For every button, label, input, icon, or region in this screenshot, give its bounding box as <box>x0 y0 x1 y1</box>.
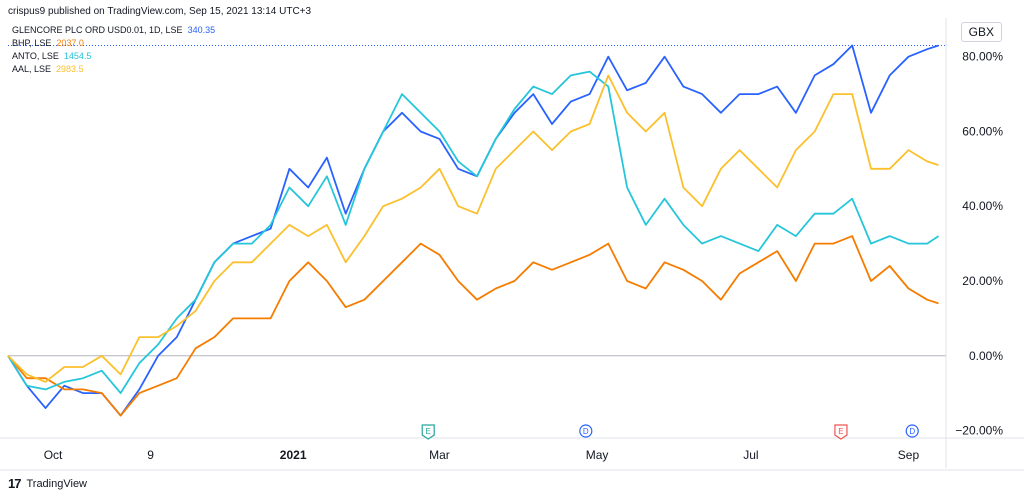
x-tick-label: Jul <box>743 448 758 462</box>
legend-name: GLENCORE PLC ORD USD0.01, 1D, LSE <box>12 25 183 35</box>
legend-row-glencore[interactable]: GLENCORE PLC ORD USD0.01, 1D, LSE 340.35 <box>12 24 215 37</box>
x-tick-label: Mar <box>429 448 450 462</box>
dividend-marker-icon[interactable]: D <box>905 424 919 438</box>
earnings-marker-icon[interactable]: E <box>421 424 435 440</box>
legend-row-bhp[interactable]: BHP, LSE 2037.0 <box>12 37 215 50</box>
legend-value: 1454.5 <box>63 51 92 61</box>
x-tick-label: 9 <box>147 448 154 462</box>
x-tick-label: May <box>586 448 609 462</box>
legend-value: 340.35 <box>187 25 216 35</box>
brand-name: TradingView <box>26 477 88 490</box>
series-line-2 <box>7 70 939 394</box>
x-tick-label: Oct <box>44 448 63 462</box>
axis-layer: 80.00% 60.00% 40.00% 20.00% 0.00% −20.00% Oct 9… <box>0 18 1024 471</box>
y-tick-label: 40.00% <box>962 199 1003 213</box>
x-tick-label: Sep <box>898 448 920 462</box>
series-line-3 <box>7 74 939 383</box>
y-tick-label: −20.00% <box>955 424 1003 438</box>
series-layer <box>7 44 946 417</box>
series-line-1 <box>7 235 939 417</box>
legend-value: 2037.0 <box>56 38 84 48</box>
x-tick-label: 2021 <box>280 448 307 462</box>
event-marker-label: D <box>909 427 915 436</box>
y-tick-label: 20.00% <box>962 274 1003 288</box>
event-marker-label: E <box>838 427 843 436</box>
legend-row-anto[interactable]: ANTO, LSE 1454.5 <box>12 50 215 63</box>
y-tick-label: 60.00% <box>962 124 1003 138</box>
legend-row-aal[interactable]: AAL, LSE 2983.5 <box>12 63 215 76</box>
legend-name: AAL, LSE <box>12 64 52 74</box>
y-tick-label: 80.00% <box>962 50 1003 64</box>
publish-header: crispus9 published on TradingView.com, S… <box>8 6 312 17</box>
earnings-marker-icon[interactable]: E <box>834 424 848 440</box>
series-line-0 <box>7 44 939 417</box>
legend-name: ANTO, LSE <box>12 51 59 61</box>
event-marker-label: E <box>426 427 431 436</box>
dividend-marker-icon[interactable]: D <box>579 424 593 438</box>
event-marker-label: D <box>583 427 589 436</box>
tradingview-logo-icon: 17 <box>8 476 22 491</box>
series-legend: GLENCORE PLC ORD USD0.01, 1D, LSE 340.35 … <box>12 24 215 76</box>
currency-unit-button[interactable]: GBX <box>960 22 1002 42</box>
legend-value: 2983.5 <box>56 64 84 74</box>
legend-name: BHP, LSE <box>12 38 52 48</box>
y-tick-label: 0.00% <box>969 349 1003 363</box>
footer-brand[interactable]: 17 TradingView <box>8 476 87 491</box>
